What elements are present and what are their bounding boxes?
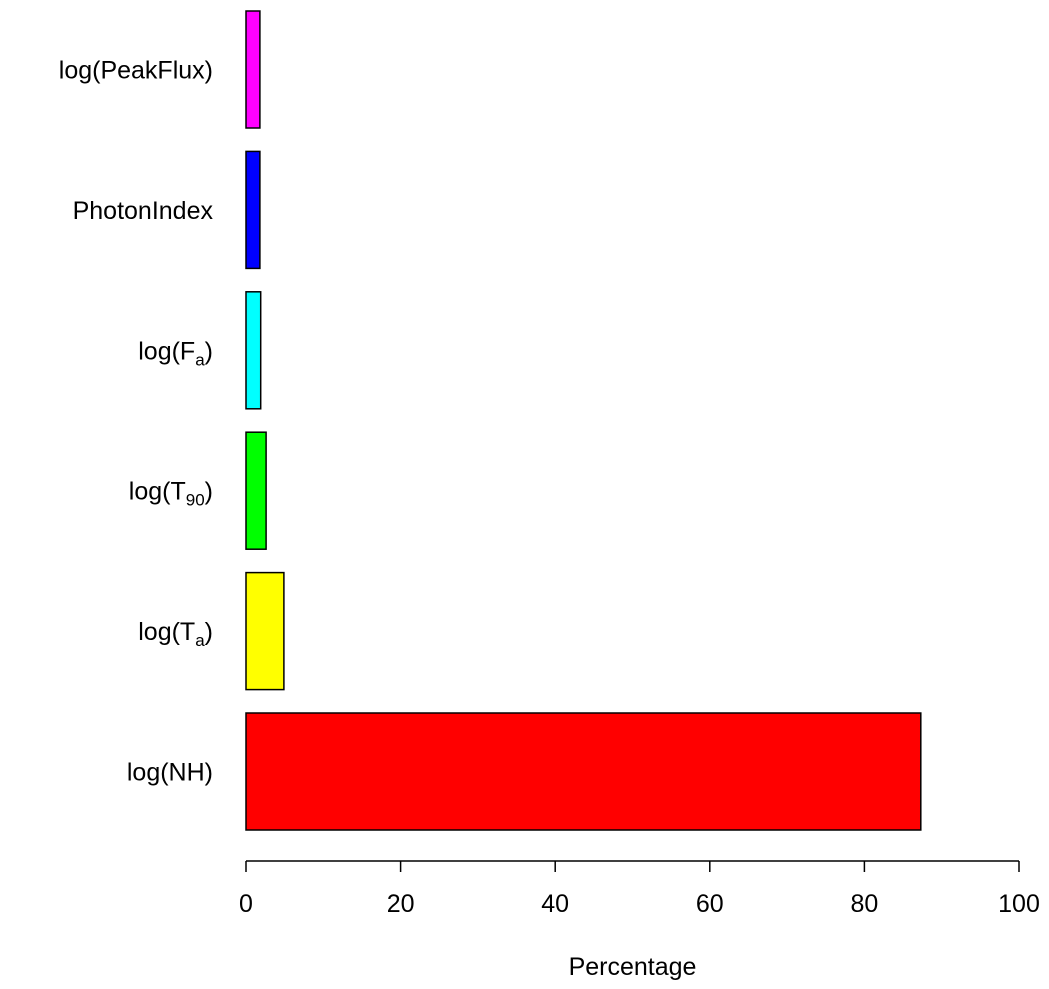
bar-5 <box>245 712 922 831</box>
category-label-1: PhotonIndex <box>73 197 214 225</box>
category-label-0: log(PeakFlux) <box>59 57 213 85</box>
bar-1 <box>245 150 261 270</box>
bars-group <box>245 10 922 831</box>
x-tick-label-1: 20 <box>387 890 415 918</box>
x-axis-title: Percentage <box>569 953 697 981</box>
bar-2 <box>245 291 262 410</box>
category-label-3: log(T90) <box>129 478 213 510</box>
category-labels: log(PeakFlux) PhotonIndex log(Fa) log(T90) l… <box>59 57 214 787</box>
bar-3 <box>245 431 267 550</box>
category-label-2: log(Fa) <box>138 337 213 369</box>
category-label-5: log(NH) <box>127 759 213 787</box>
x-axis: 0 20 40 60 80 100 <box>239 860 1040 918</box>
x-tick-label-3: 60 <box>696 890 724 918</box>
x-tick-label-2: 40 <box>541 890 569 918</box>
x-tick-label-0: 0 <box>239 890 253 918</box>
bar-0 <box>245 10 261 129</box>
x-tick-label-4: 80 <box>850 890 878 918</box>
bar-4 <box>245 571 285 691</box>
category-label-4: log(Ta) <box>138 618 213 650</box>
x-tick-label-5: 100 <box>998 890 1040 918</box>
